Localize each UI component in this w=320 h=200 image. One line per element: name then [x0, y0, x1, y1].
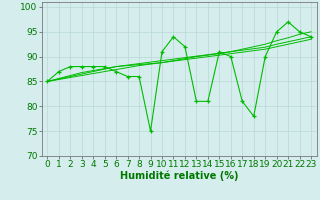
X-axis label: Humidité relative (%): Humidité relative (%) — [120, 171, 238, 181]
